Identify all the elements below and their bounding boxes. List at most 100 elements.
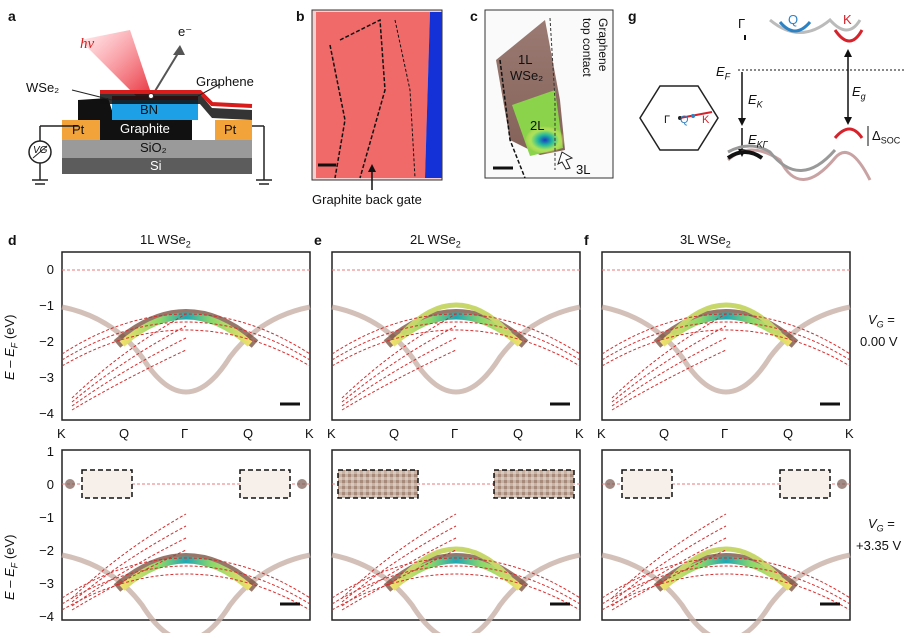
dft-lower-d-bottom-2 (71, 525, 187, 603)
valence-band-grey (727, 144, 837, 172)
eg-arrowhead-top (844, 49, 852, 57)
dft-lower-f-bottom-0 (611, 549, 727, 611)
graphene-label-a: Graphene (196, 74, 254, 89)
kpath-e-4: K (575, 426, 584, 441)
k-pocket-right-d-bottom (297, 479, 307, 489)
kpath-e-1: Q (389, 426, 400, 441)
ylabel-top-sub: F (9, 342, 20, 349)
g-eg-sub: g (860, 91, 866, 102)
hv-label: hν (80, 36, 95, 52)
g-eg-main: E (852, 84, 861, 99)
photon-beam (80, 30, 152, 100)
panel-b-label: b (296, 8, 305, 24)
zoom-box-right-f-bottom (779, 469, 831, 499)
valence-band-gamma (726, 150, 764, 160)
dft-curve-d-top-1 (61, 321, 311, 361)
bz-q-point (691, 114, 695, 118)
ylabel-top-main: E – E (2, 348, 17, 380)
wse2-label-a: WSe₂ (26, 80, 60, 95)
ytick-top-3: −3 (39, 370, 54, 385)
bn-label: BN (140, 102, 159, 117)
g-ek-sub: K (756, 99, 763, 110)
g-k-label: K (843, 12, 852, 27)
zoom-box-left-d-bottom (81, 469, 133, 499)
ylabel-bot-main: E – E (2, 568, 17, 600)
g-ek-main: E (748, 92, 757, 107)
ylabel-bottom: E – EF (eV) (2, 535, 20, 600)
g-ekg-main: E (748, 132, 757, 147)
sio2-label: SiO₂ (140, 140, 167, 155)
vg-top-eq: = (883, 312, 895, 327)
dft-curve-e-bottom-2 (331, 573, 581, 611)
kpath-d-3: Q (243, 426, 254, 441)
hex-q-label: Q (680, 114, 689, 126)
band-split-f-bottom (670, 546, 782, 580)
vg-bot-eq: = (883, 516, 895, 531)
dft-lower-f-top-0 (611, 349, 727, 411)
panel-f-label: f (584, 232, 589, 248)
ytick-bottom-2: −1 (39, 510, 54, 525)
side-band-e-top (331, 304, 581, 395)
voltage-source-arrow (32, 145, 48, 159)
dft-lower-d-top-1 (71, 337, 187, 407)
valence-band-k-top (833, 127, 864, 139)
vg-top-label: VG = (868, 312, 895, 330)
bz-path-k (679, 111, 713, 119)
conduction-band-k (833, 29, 864, 43)
dft-lower-d-top-3 (71, 313, 187, 399)
side-band-f-top (601, 304, 851, 395)
side-band-e-bottom (331, 552, 581, 633)
electron-arrowhead (173, 45, 185, 55)
sio2-layer (62, 140, 252, 158)
panel-e-title-sub: 2 (455, 239, 461, 250)
panel-d-title: 1L WSe2 (140, 232, 191, 250)
ytick-top-2: −2 (39, 334, 54, 349)
pt-right (215, 120, 252, 140)
dft-curve-d-bottom-0 (61, 557, 311, 599)
band-split-e-bottom (400, 546, 512, 580)
ylabel-top-unit: (eV) (2, 314, 17, 343)
kpath-f-3: Q (783, 426, 794, 441)
band-core-d-top (119, 312, 253, 347)
graphite-label: Graphite (120, 121, 170, 136)
dft-lower-e-top-0 (341, 349, 457, 411)
band-core-f-top (659, 312, 793, 347)
dft-curve-f-bottom-2 (601, 573, 851, 611)
g-ef-main: E (716, 64, 725, 79)
panel-a-schematic (28, 30, 272, 185)
g-dsoc-main: Δ (872, 128, 881, 143)
dft-curve-f-top-2 (601, 329, 851, 367)
band-core-f-bottom (659, 556, 793, 591)
dft-lower-d-top-0 (71, 349, 187, 411)
dft-lower-f-bottom-3 (611, 513, 727, 599)
panel-b-image (311, 9, 443, 190)
zoom-box-left-e-bottom (337, 469, 419, 499)
dft-lower-f-top-1 (611, 337, 727, 407)
dft-curve-e-bottom-0 (331, 557, 581, 599)
ylabel-bot-sub: F (9, 562, 20, 569)
g-ekg-sub: KΓ (756, 139, 768, 150)
ytick-top-1: −1 (39, 298, 54, 313)
panel-e-title: 2L WSe2 (410, 232, 461, 250)
side-band-f-bottom (601, 552, 851, 633)
dft-curve-e-bottom-1 (331, 565, 581, 605)
dft-lower-f-top-2 (611, 325, 727, 403)
vg-label-a: VG (33, 145, 48, 156)
dft-curve-f-bottom-1 (601, 565, 851, 605)
dft-lower-e-bottom-3 (341, 513, 457, 599)
graphene-pointer (197, 83, 221, 97)
dft-curve-d-bottom-1 (61, 565, 311, 605)
conduction-band-q (778, 21, 812, 33)
panel-b-outline-3 (329, 44, 346, 179)
panel-d-label: d (8, 232, 17, 248)
panel-b-gold (425, 12, 442, 178)
g-q-label: Q (788, 12, 799, 27)
hex-gamma-label: Γ (664, 114, 671, 126)
panel-c-image (484, 9, 614, 179)
c-wse2-label: WSe₂ (510, 68, 544, 83)
panel-b-flake (316, 12, 430, 178)
band-core-d-bottom (119, 556, 253, 591)
kpath-d-0: K (57, 426, 66, 441)
ytick-bottom-4: −3 (39, 576, 54, 591)
kpath-f-2: Γ (721, 426, 729, 441)
